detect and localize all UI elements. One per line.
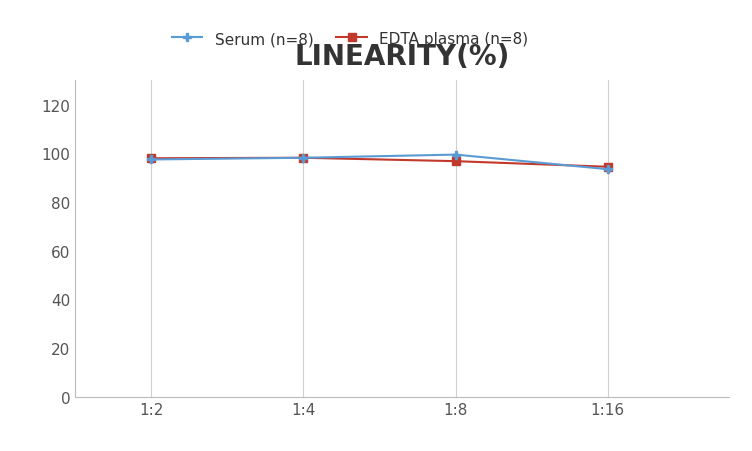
EDTA plasma (n=8) [147,156,156,161]
EDTA plasma (n=8) [451,159,460,165]
EDTA plasma (n=8) [603,165,612,170]
Serum (n=8) [147,157,156,163]
Line: Serum (n=8): Serum (n=8) [147,151,612,174]
Serum (n=8) [299,156,308,161]
Legend: Serum (n=8), EDTA plasma (n=8): Serum (n=8), EDTA plasma (n=8) [171,32,528,47]
Line: EDTA plasma (n=8): EDTA plasma (n=8) [147,154,612,171]
Serum (n=8) [451,152,460,158]
EDTA plasma (n=8) [299,156,308,161]
Title: LINEARITY(%): LINEARITY(%) [295,42,510,70]
Serum (n=8) [603,167,612,173]
